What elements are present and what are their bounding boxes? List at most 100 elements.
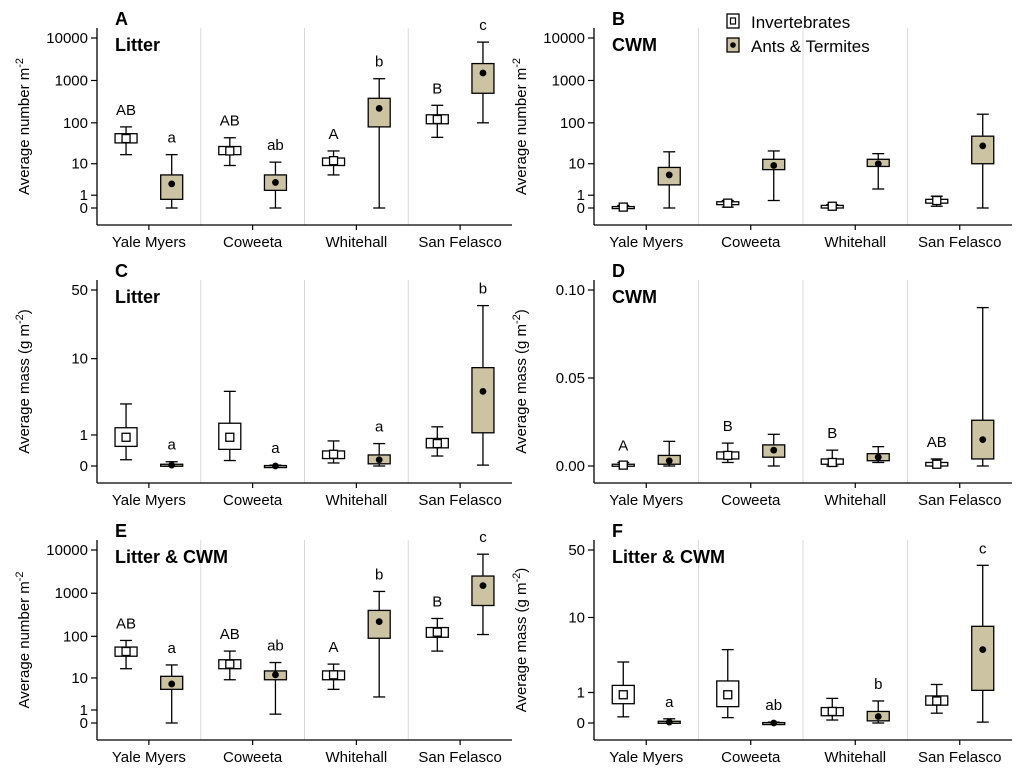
significance-label: B [827,425,837,442]
y-tick-label: 1000 [552,72,585,89]
y-tick-label: 0.10 [556,282,585,299]
x-tick-label-yale-myers: Yale Myers [112,234,186,251]
panel-letter: D [612,261,625,281]
y-tick-label: 0 [80,458,88,475]
significance-label: a [168,130,177,147]
y-axis-title-text: Average number m [16,68,33,195]
significance-label: c [979,540,987,557]
y-tick-label: 10 [71,351,88,368]
box-ants-termites-whitehall: b [866,676,890,724]
y-axis-title: Average number m-2 [511,58,530,195]
box-ants-termites-san-felasco: c [471,529,495,636]
box-invertebrates-san-felasco: AB [925,434,949,469]
y-tick-label: 1000 [55,72,88,89]
box-ants-termites-whitehall: b [367,566,391,698]
box-invertebrates-yale-myers: A [611,437,635,470]
y-axis-title-suffix: ) [16,309,33,314]
median-dot [979,646,987,654]
x-tick-label-san-felasco: San Felasco [418,749,501,766]
significance-label: c [479,529,487,546]
legend-swatch-ants-termites-marker [730,42,736,48]
y-axis-title-superscript: -2 [511,573,523,583]
box-invertebrates-yale-myers [611,202,635,212]
significance-label: A [618,437,628,454]
x-tick-label-san-felasco: San Felasco [918,234,1001,251]
x-tick-label-yale-myers: Yale Myers [112,492,186,509]
median-square [827,201,837,211]
x-tick-label-yale-myers: Yale Myers [609,749,683,766]
median-dot [479,69,487,77]
median-square [432,627,442,637]
y-axis-title-superscript: -2 [14,314,26,324]
panel-letter: E [115,521,127,541]
y-axis-title: Average mass (g m-2) [511,309,530,454]
y-axis-title: Average mass (g m-2) [14,309,33,454]
y-tick-label: 100 [63,628,88,645]
box-ants-termites-yale-myers: a [657,694,681,726]
panel-title: CWM [612,35,657,55]
median-dot [375,104,383,112]
box-ants-termites-whitehall: a [367,419,391,467]
box-ants-termites-san-felasco: c [471,17,495,124]
median-square [723,198,733,208]
median-dot [272,179,279,186]
significance-label: b [479,281,487,298]
box-invertebrates-san-felasco: B [425,593,449,652]
significance-label: a [168,640,177,657]
median-dot [375,456,383,464]
y-axis-title-superscript: -2 [511,58,523,68]
median-square [932,459,942,469]
median-dot [168,180,176,188]
box-invertebrates-coweeta: B [716,418,740,464]
median-square [225,146,235,156]
y-axis-title-text: Average number m [16,581,33,708]
x-tick-label-san-felasco: San Felasco [918,749,1001,766]
significance-label: AB [116,102,136,119]
median-dot [665,171,673,179]
y-axis-title: Average number m-2 [14,571,33,708]
median-square [121,646,131,657]
median-square [225,659,235,669]
significance-label: a [665,694,674,711]
panel-a: 01 10 100 1000 10000 Yale Myers Coweeta Whiteha… [14,9,512,251]
significance-label: a [375,419,384,436]
box-iqr [367,97,391,128]
panel-title: CWM [612,287,657,307]
median-square [121,133,131,144]
median-square [618,690,628,700]
significance-label: ab [267,137,284,154]
legend: Invertebrates Ants & Termites [726,13,870,56]
median-dot [979,142,987,150]
y-axis-title-text: Average mass (g m [513,583,530,713]
box-ants-termites-coweeta: ab [263,638,288,715]
box-invertebrates-whitehall [321,440,346,464]
box-ants-termites-coweeta: a [263,440,288,470]
box-invertebrates-yale-myers: AB [114,102,138,156]
median-dot [272,671,279,679]
median-dot [168,461,176,469]
x-tick-label-san-felasco: San Felasco [418,234,501,251]
box-ants-termites-san-felasco [971,306,995,467]
median-square [932,195,942,206]
y-axis-title: Average number m-2 [14,58,33,195]
box-ants-termites-yale-myers [657,440,681,467]
box-iqr [471,366,495,434]
box-invertebrates-yale-myers: AB [114,615,138,670]
panel-title: Litter & CWM [115,547,228,567]
box-invertebrates-coweeta: AB [218,113,242,167]
box-iqr [471,575,495,607]
y-tick-label: 1 [80,702,88,719]
median-square [827,706,837,717]
significance-label: B [723,418,733,435]
box-ants-termites-coweeta [762,150,786,202]
median-dot [874,453,882,461]
x-tick-label-san-felasco: San Felasco [918,492,1001,509]
x-tick-label-whitehall: Whitehall [824,749,886,766]
x-tick-label-whitehall: Whitehall [326,234,388,251]
median-dot [770,446,778,454]
box-ants-termites-san-felasco [971,113,995,209]
median-square [328,156,339,166]
significance-label: a [168,437,177,454]
y-tick-label: 50 [568,542,585,559]
